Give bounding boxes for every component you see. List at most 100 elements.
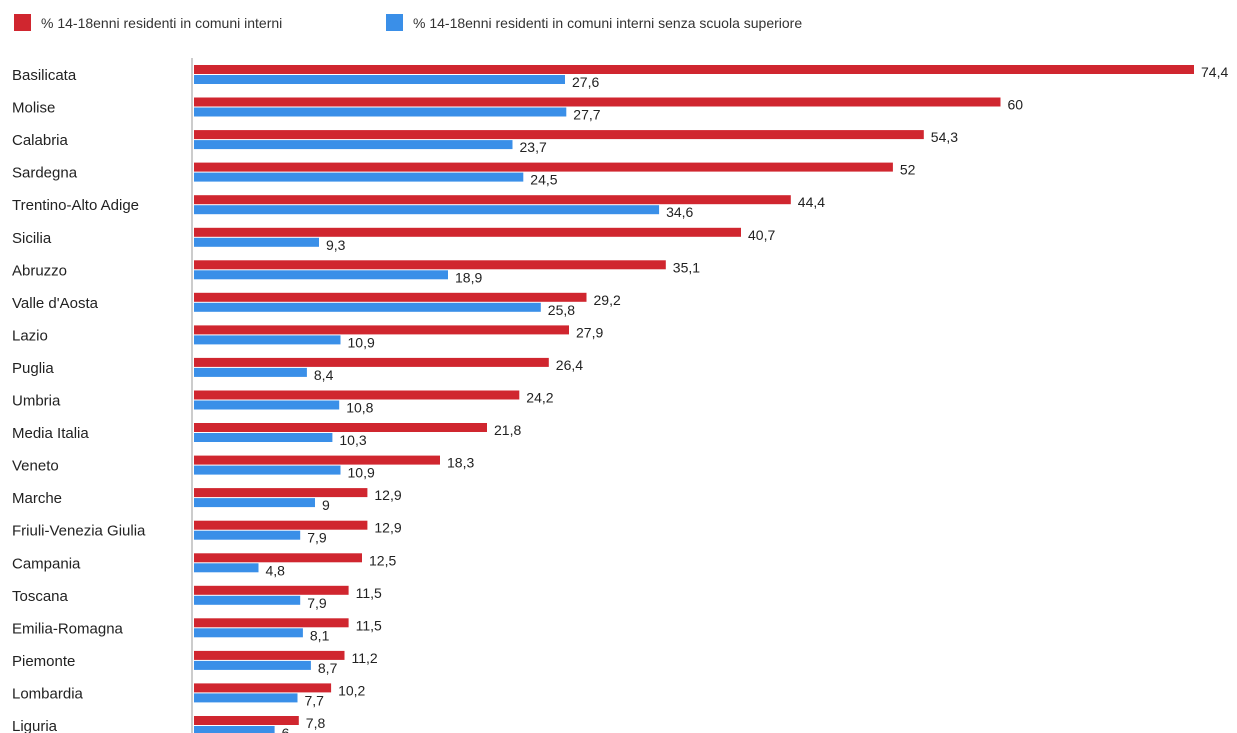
category-label: Basilicata	[12, 67, 77, 84]
category-label: Sicilia	[12, 230, 52, 247]
bar-series-2[interactable]	[194, 75, 565, 84]
category-label: Media Italia	[12, 425, 89, 442]
category-label: Trentino-Alto Adige	[12, 197, 139, 214]
bar-series-1[interactable]	[194, 65, 1194, 74]
data-label-series-2: 10,9	[348, 334, 375, 350]
bar-series-2[interactable]	[194, 693, 298, 703]
bar-series-2[interactable]	[194, 237, 319, 247]
bar-series-2[interactable]	[194, 205, 660, 215]
bar-series-1[interactable]	[194, 260, 666, 270]
data-label-series-2: 7,7	[305, 692, 325, 708]
legend-swatch-series-1	[14, 14, 31, 31]
data-label-series-1: 10,2	[338, 682, 365, 698]
category-label: Lombardia	[12, 685, 84, 702]
data-label-series-2: 23,7	[520, 139, 547, 155]
data-label-series-1: 7,8	[306, 715, 326, 731]
bar-series-1[interactable]	[194, 520, 368, 530]
category-label: Umbria	[12, 393, 61, 410]
data-label-series-2: 10,9	[348, 465, 375, 481]
bar-series-1[interactable]	[194, 650, 345, 660]
bar-series-1[interactable]	[194, 130, 924, 140]
data-label-series-1: 60	[1008, 97, 1024, 113]
category-label: Veneto	[12, 458, 59, 475]
bar-series-2[interactable]	[194, 628, 303, 638]
bar-series-2[interactable]	[194, 140, 513, 150]
bar-series-1[interactable]	[194, 195, 791, 205]
bar-series-2[interactable]	[194, 270, 448, 280]
bar-series-1[interactable]	[194, 227, 741, 237]
data-label-series-2: 6	[282, 725, 290, 733]
category-label: Molise	[12, 100, 55, 117]
bar-series-1[interactable]	[194, 97, 1001, 107]
data-label-series-2: 7,9	[307, 595, 327, 611]
data-label-series-2: 27,7	[573, 107, 600, 123]
bar-series-2[interactable]	[194, 660, 311, 670]
data-label-series-1: 74,4	[1201, 64, 1228, 80]
bar-series-1[interactable]	[194, 488, 368, 498]
bar-series-2[interactable]	[194, 107, 567, 117]
category-label: Friuli-Venezia Giulia	[12, 523, 146, 540]
bar-series-2[interactable]	[194, 530, 301, 540]
bar-series-2[interactable]	[194, 465, 341, 475]
legend-item-series-2[interactable]: % 14-18enni residenti in comuni interni …	[386, 14, 802, 31]
bar-series-2[interactable]	[194, 498, 315, 508]
bar-series-2[interactable]	[194, 563, 259, 573]
data-label-series-1: 12,5	[369, 552, 396, 568]
data-label-series-2: 34,6	[666, 204, 693, 220]
data-label-series-2: 10,3	[339, 432, 366, 448]
bar-series-2[interactable]	[194, 172, 524, 182]
bar-series-2[interactable]	[194, 335, 341, 345]
bar-series-1[interactable]	[194, 618, 349, 628]
bar-series-2[interactable]	[194, 400, 340, 410]
bar-series-1[interactable]	[194, 162, 893, 172]
bar-series-1[interactable]	[194, 390, 520, 400]
data-label-series-1: 44,4	[798, 194, 825, 210]
legend-item-series-1[interactable]: % 14-18enni residenti in comuni interni	[14, 14, 282, 31]
legend-label-series-2: % 14-18enni residenti in comuni interni …	[413, 15, 802, 31]
data-label-series-1: 11,2	[352, 650, 378, 666]
data-label-series-2: 24,5	[530, 172, 557, 188]
data-label-series-2: 8,4	[314, 367, 334, 383]
bar-series-1[interactable]	[194, 683, 332, 693]
data-label-series-2: 10,8	[346, 400, 373, 416]
bar-series-1[interactable]	[194, 553, 362, 563]
data-label-series-2: 18,9	[455, 269, 482, 285]
category-label: Puglia	[12, 360, 54, 377]
data-label-series-1: 26,4	[556, 357, 583, 373]
bar-series-2[interactable]	[194, 367, 307, 377]
bar-series-1[interactable]	[194, 716, 299, 725]
data-label-series-2: 8,7	[318, 660, 338, 676]
bar-series-1[interactable]	[194, 423, 487, 432]
data-label-series-1: 27,9	[576, 324, 603, 340]
bar-series-1[interactable]	[194, 325, 569, 335]
bar-series-1[interactable]	[194, 585, 349, 595]
data-label-series-2: 25,8	[548, 302, 575, 318]
bar-series-1[interactable]	[194, 455, 440, 465]
data-label-series-1: 18,3	[447, 455, 474, 471]
bar-series-2[interactable]	[194, 595, 301, 605]
data-label-series-1: 11,5	[356, 617, 382, 633]
data-label-series-2: 9	[322, 497, 330, 513]
category-label: Sardegna	[12, 165, 78, 182]
category-label: Campania	[12, 555, 81, 572]
bar-series-2[interactable]	[194, 433, 333, 442]
data-label-series-2: 27,6	[572, 74, 599, 90]
data-label-series-1: 24,2	[526, 390, 553, 406]
bar-series-2[interactable]	[194, 302, 541, 312]
category-labels: Basilicata Molise Calabria Sardegna Trentino…	[12, 67, 146, 733]
data-label-series-1: 54,3	[931, 129, 958, 145]
data-label-series-1: 40,7	[748, 227, 775, 243]
legend-swatch-series-2	[386, 14, 403, 31]
bars	[194, 65, 1194, 733]
bar-series-2[interactable]	[194, 726, 275, 733]
category-label: Lazio	[12, 327, 48, 344]
data-label-series-1: 12,9	[374, 487, 401, 503]
category-label: Marche	[12, 490, 62, 507]
data-label-series-1: 21,8	[494, 422, 521, 438]
category-label: Piemonte	[12, 653, 75, 670]
data-label-series-2: 8,1	[310, 627, 330, 643]
bar-series-1[interactable]	[194, 357, 549, 367]
data-label-series-2: 7,9	[307, 530, 327, 546]
bar-series-1[interactable]	[194, 292, 587, 302]
